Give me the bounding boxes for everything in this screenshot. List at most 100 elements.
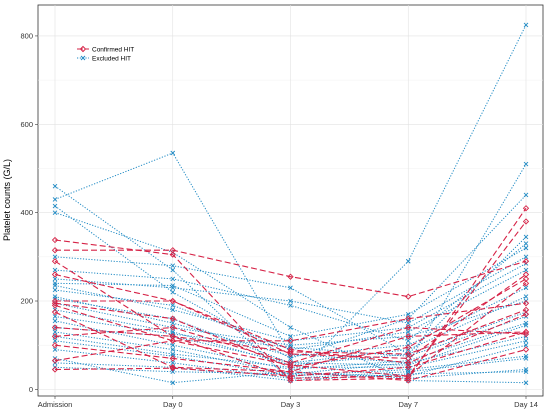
data-point	[52, 318, 58, 324]
data-point	[405, 377, 412, 384]
confirmed-series-6	[51, 300, 530, 344]
series-layer	[51, 22, 530, 386]
series-line	[54, 296, 527, 364]
confirmed-series-8	[51, 306, 530, 358]
data-point	[52, 347, 58, 352]
legend: Confirmed HIT Excluded HIT	[77, 45, 134, 63]
grid-lines	[38, 5, 543, 396]
data-point	[169, 364, 176, 371]
series-line	[54, 236, 527, 355]
data-point	[52, 254, 58, 260]
data-point	[51, 236, 59, 244]
series-line	[54, 331, 527, 375]
data-point	[523, 380, 529, 386]
data-point	[170, 150, 176, 156]
data-point	[52, 183, 58, 189]
data-point	[523, 245, 529, 251]
y-tick-label: 200	[20, 297, 33, 306]
data-point	[405, 293, 412, 300]
data-point	[287, 372, 294, 380]
series-line	[54, 309, 527, 355]
data-point	[169, 297, 176, 305]
x-tick-label: Day 7	[398, 400, 418, 409]
data-point	[170, 360, 176, 366]
series-line	[55, 249, 527, 298]
data-point	[287, 273, 294, 280]
x-tick-label: Day 14	[514, 400, 538, 409]
data-point	[522, 346, 530, 353]
data-point	[523, 192, 529, 198]
data-point	[51, 271, 59, 278]
legend-marker-confirmed	[79, 45, 87, 53]
data-point	[170, 303, 176, 308]
data-point	[405, 311, 411, 317]
data-point	[170, 263, 176, 268]
data-point	[287, 348, 294, 355]
data-point	[523, 369, 529, 375]
data-point	[51, 308, 59, 316]
data-point	[288, 303, 293, 308]
data-point	[52, 203, 58, 209]
data-point	[523, 267, 529, 273]
y-axis: 0 200 400 600 800	[20, 32, 38, 394]
data-point	[523, 22, 529, 28]
y-tick-label: 600	[20, 120, 33, 129]
data-point	[52, 314, 58, 319]
data-point	[522, 311, 530, 318]
data-point	[522, 300, 530, 307]
data-point	[287, 337, 294, 344]
x-tick-label: Day 3	[281, 400, 301, 409]
data-point	[52, 329, 58, 335]
data-point	[288, 334, 293, 339]
data-point	[522, 306, 530, 313]
data-point	[51, 342, 59, 349]
data-point	[51, 302, 59, 309]
y-tick-label: 800	[20, 32, 33, 41]
data-point	[522, 280, 530, 287]
data-point	[170, 342, 176, 348]
data-point	[288, 325, 293, 330]
data-point	[522, 205, 530, 212]
y-tick-label: 400	[20, 208, 33, 217]
x-tick-label: Admission	[38, 400, 73, 409]
data-point	[51, 247, 59, 254]
y-axis-title: Platelet counts (G/L)	[2, 159, 12, 241]
data-point	[405, 333, 412, 340]
series-line	[54, 300, 527, 346]
data-point	[170, 276, 176, 282]
data-point	[51, 357, 59, 364]
data-point	[405, 344, 412, 351]
data-point	[52, 210, 58, 215]
data-point	[170, 369, 176, 375]
data-point	[52, 276, 58, 282]
data-point	[169, 337, 176, 344]
series-line	[54, 344, 527, 382]
data-point	[523, 322, 529, 328]
legend-label-confirmed: Confirmed HIT	[92, 47, 134, 54]
data-point	[169, 365, 176, 372]
x-tick-label: Day 0	[163, 400, 183, 409]
data-point	[52, 267, 58, 273]
data-point	[523, 254, 529, 260]
data-point	[405, 315, 412, 322]
data-point	[169, 251, 176, 258]
data-point	[170, 307, 176, 313]
data-point	[170, 380, 176, 386]
data-point	[405, 338, 411, 344]
series-line	[54, 316, 527, 357]
data-point	[51, 366, 59, 373]
data-point	[287, 361, 294, 369]
data-point	[51, 258, 59, 265]
data-point	[52, 287, 58, 293]
legend-label-excluded: Excluded HIT	[92, 56, 131, 63]
data-point	[405, 372, 412, 380]
data-point	[523, 285, 529, 291]
confirmed-series-12	[51, 328, 530, 380]
x-axis: Admission Day 0 Day 3 Day 7 Day 14	[38, 396, 538, 409]
data-point	[52, 283, 58, 288]
data-point	[169, 324, 176, 331]
data-point	[52, 338, 58, 344]
confirmed-series-1	[51, 247, 530, 300]
data-point	[522, 328, 530, 336]
